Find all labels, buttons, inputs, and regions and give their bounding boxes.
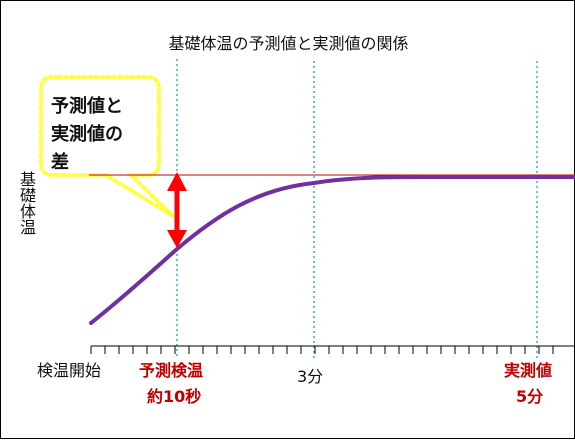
x-axis-ticks	[90, 346, 554, 354]
diagram-title: 基礎体温の予測値と実測値の関係	[168, 34, 409, 53]
callout-line-2: 実測値の	[51, 124, 123, 145]
difference-arrow-head-down	[167, 230, 187, 248]
callout-text: 予測値と 実測値の 差	[51, 93, 161, 177]
label-actual-value: 実測値	[504, 361, 553, 380]
callout-line-1: 予測値と	[51, 96, 123, 117]
callout-line-3: 差	[51, 152, 69, 173]
difference-arrow-head-up	[167, 172, 187, 191]
label-three-minutes: 3分	[297, 367, 324, 386]
label-actual-time: 5分	[516, 387, 544, 406]
callout-bubble	[39, 75, 175, 218]
label-predicted-measurement: 予測検温	[139, 361, 204, 380]
temperature-curve	[89, 175, 575, 325]
label-measurement-start: 検温開始	[37, 361, 102, 380]
y-axis-label: 基礎体温	[17, 171, 36, 235]
label-predicted-time: 約10秒	[147, 387, 202, 406]
